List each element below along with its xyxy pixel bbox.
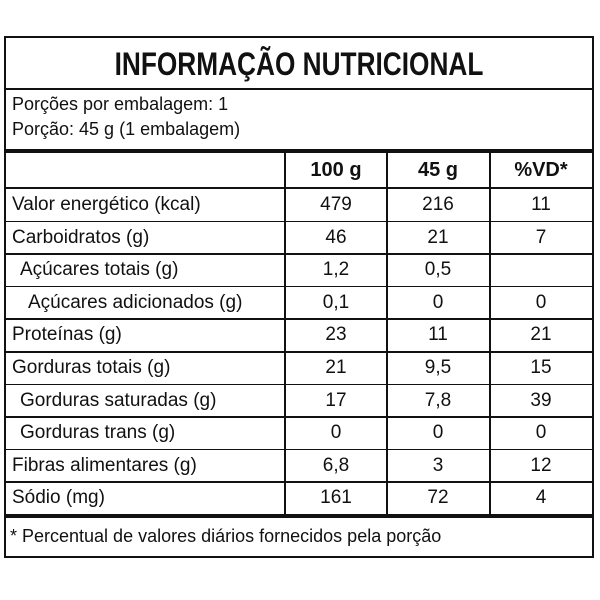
rule: [6, 481, 592, 483]
cell-value: 17: [325, 389, 347, 411]
rule: [6, 416, 592, 418]
nutrition-label: INFORMAÇÃO NUTRICIONAL Porções por embal…: [4, 36, 594, 558]
cell-value: 9,5: [424, 357, 452, 378]
rule: [6, 220, 592, 223]
cell-value: 4: [535, 487, 547, 509]
thick-rule: [6, 149, 592, 153]
cell-value: 7,8: [424, 389, 452, 411]
row-label: Sódio (mg): [12, 487, 105, 509]
column-header: 45 g: [417, 159, 459, 181]
cell-value: 0: [432, 291, 444, 313]
cell-value: 23: [325, 324, 347, 346]
column-header: 100 g: [310, 159, 362, 181]
cell-value: 0: [330, 422, 342, 444]
cell-value: 0,5: [424, 259, 452, 281]
rule: [6, 448, 592, 451]
cell-value: 3: [432, 454, 444, 476]
row-label: Açúcares totais (g): [20, 259, 179, 281]
row-label: Valor energético (kcal): [12, 194, 201, 215]
cell-value: 216: [422, 194, 454, 215]
row-label: Gorduras saturadas (g): [20, 389, 217, 411]
column-header: %VD*: [514, 159, 568, 181]
cell-value: 72: [427, 487, 449, 509]
row-label: Gorduras trans (g): [20, 422, 176, 444]
cell-value: 21: [427, 226, 449, 248]
rule: [6, 318, 592, 320]
cell-value: 21: [530, 324, 552, 346]
title: INFORMAÇÃO NUTRICIONAL: [114, 46, 484, 82]
rule: [6, 383, 592, 386]
rule: [6, 351, 592, 353]
column-rule: [284, 153, 286, 514]
row-label: Proteínas (g): [12, 324, 122, 346]
rule: [6, 187, 592, 189]
serving-size-line: Porção: 45 g (1 embalagem): [12, 119, 241, 139]
cell-value: 11: [428, 324, 448, 346]
servings-line: Porções por embalagem: 1: [12, 94, 229, 114]
row-label: Fibras alimentares (g): [12, 454, 197, 476]
cell-value: 1,2: [322, 259, 350, 281]
cell-value: 11: [531, 194, 551, 215]
row-label: Gorduras totais (g): [12, 357, 171, 378]
cell-value: 6,8: [322, 454, 350, 476]
column-rule: [489, 153, 491, 514]
row-label: Carboidratos (g): [12, 226, 150, 248]
cell-value: 7: [535, 226, 547, 248]
cell-value: 479: [320, 194, 352, 215]
cell-value: 0: [535, 291, 547, 313]
cell-value: 39: [530, 389, 552, 411]
cell-value: 0: [535, 422, 547, 444]
cell-value: 46: [325, 226, 347, 248]
cell-value: 12: [530, 454, 552, 476]
cell-value: 0,1: [322, 291, 350, 313]
footnote: * Percentual de valores diários fornecid…: [10, 526, 442, 546]
rule: [6, 253, 592, 255]
thick-rule: [6, 514, 592, 518]
cell-value: 15: [530, 357, 552, 378]
rule: [6, 88, 592, 90]
rule: [6, 285, 592, 288]
cell-value: 21: [325, 357, 347, 378]
row-label: Açúcares adicionados (g): [28, 291, 243, 313]
column-rule: [386, 153, 388, 514]
cell-value: 161: [320, 487, 352, 509]
cell-value: 0: [432, 422, 444, 444]
